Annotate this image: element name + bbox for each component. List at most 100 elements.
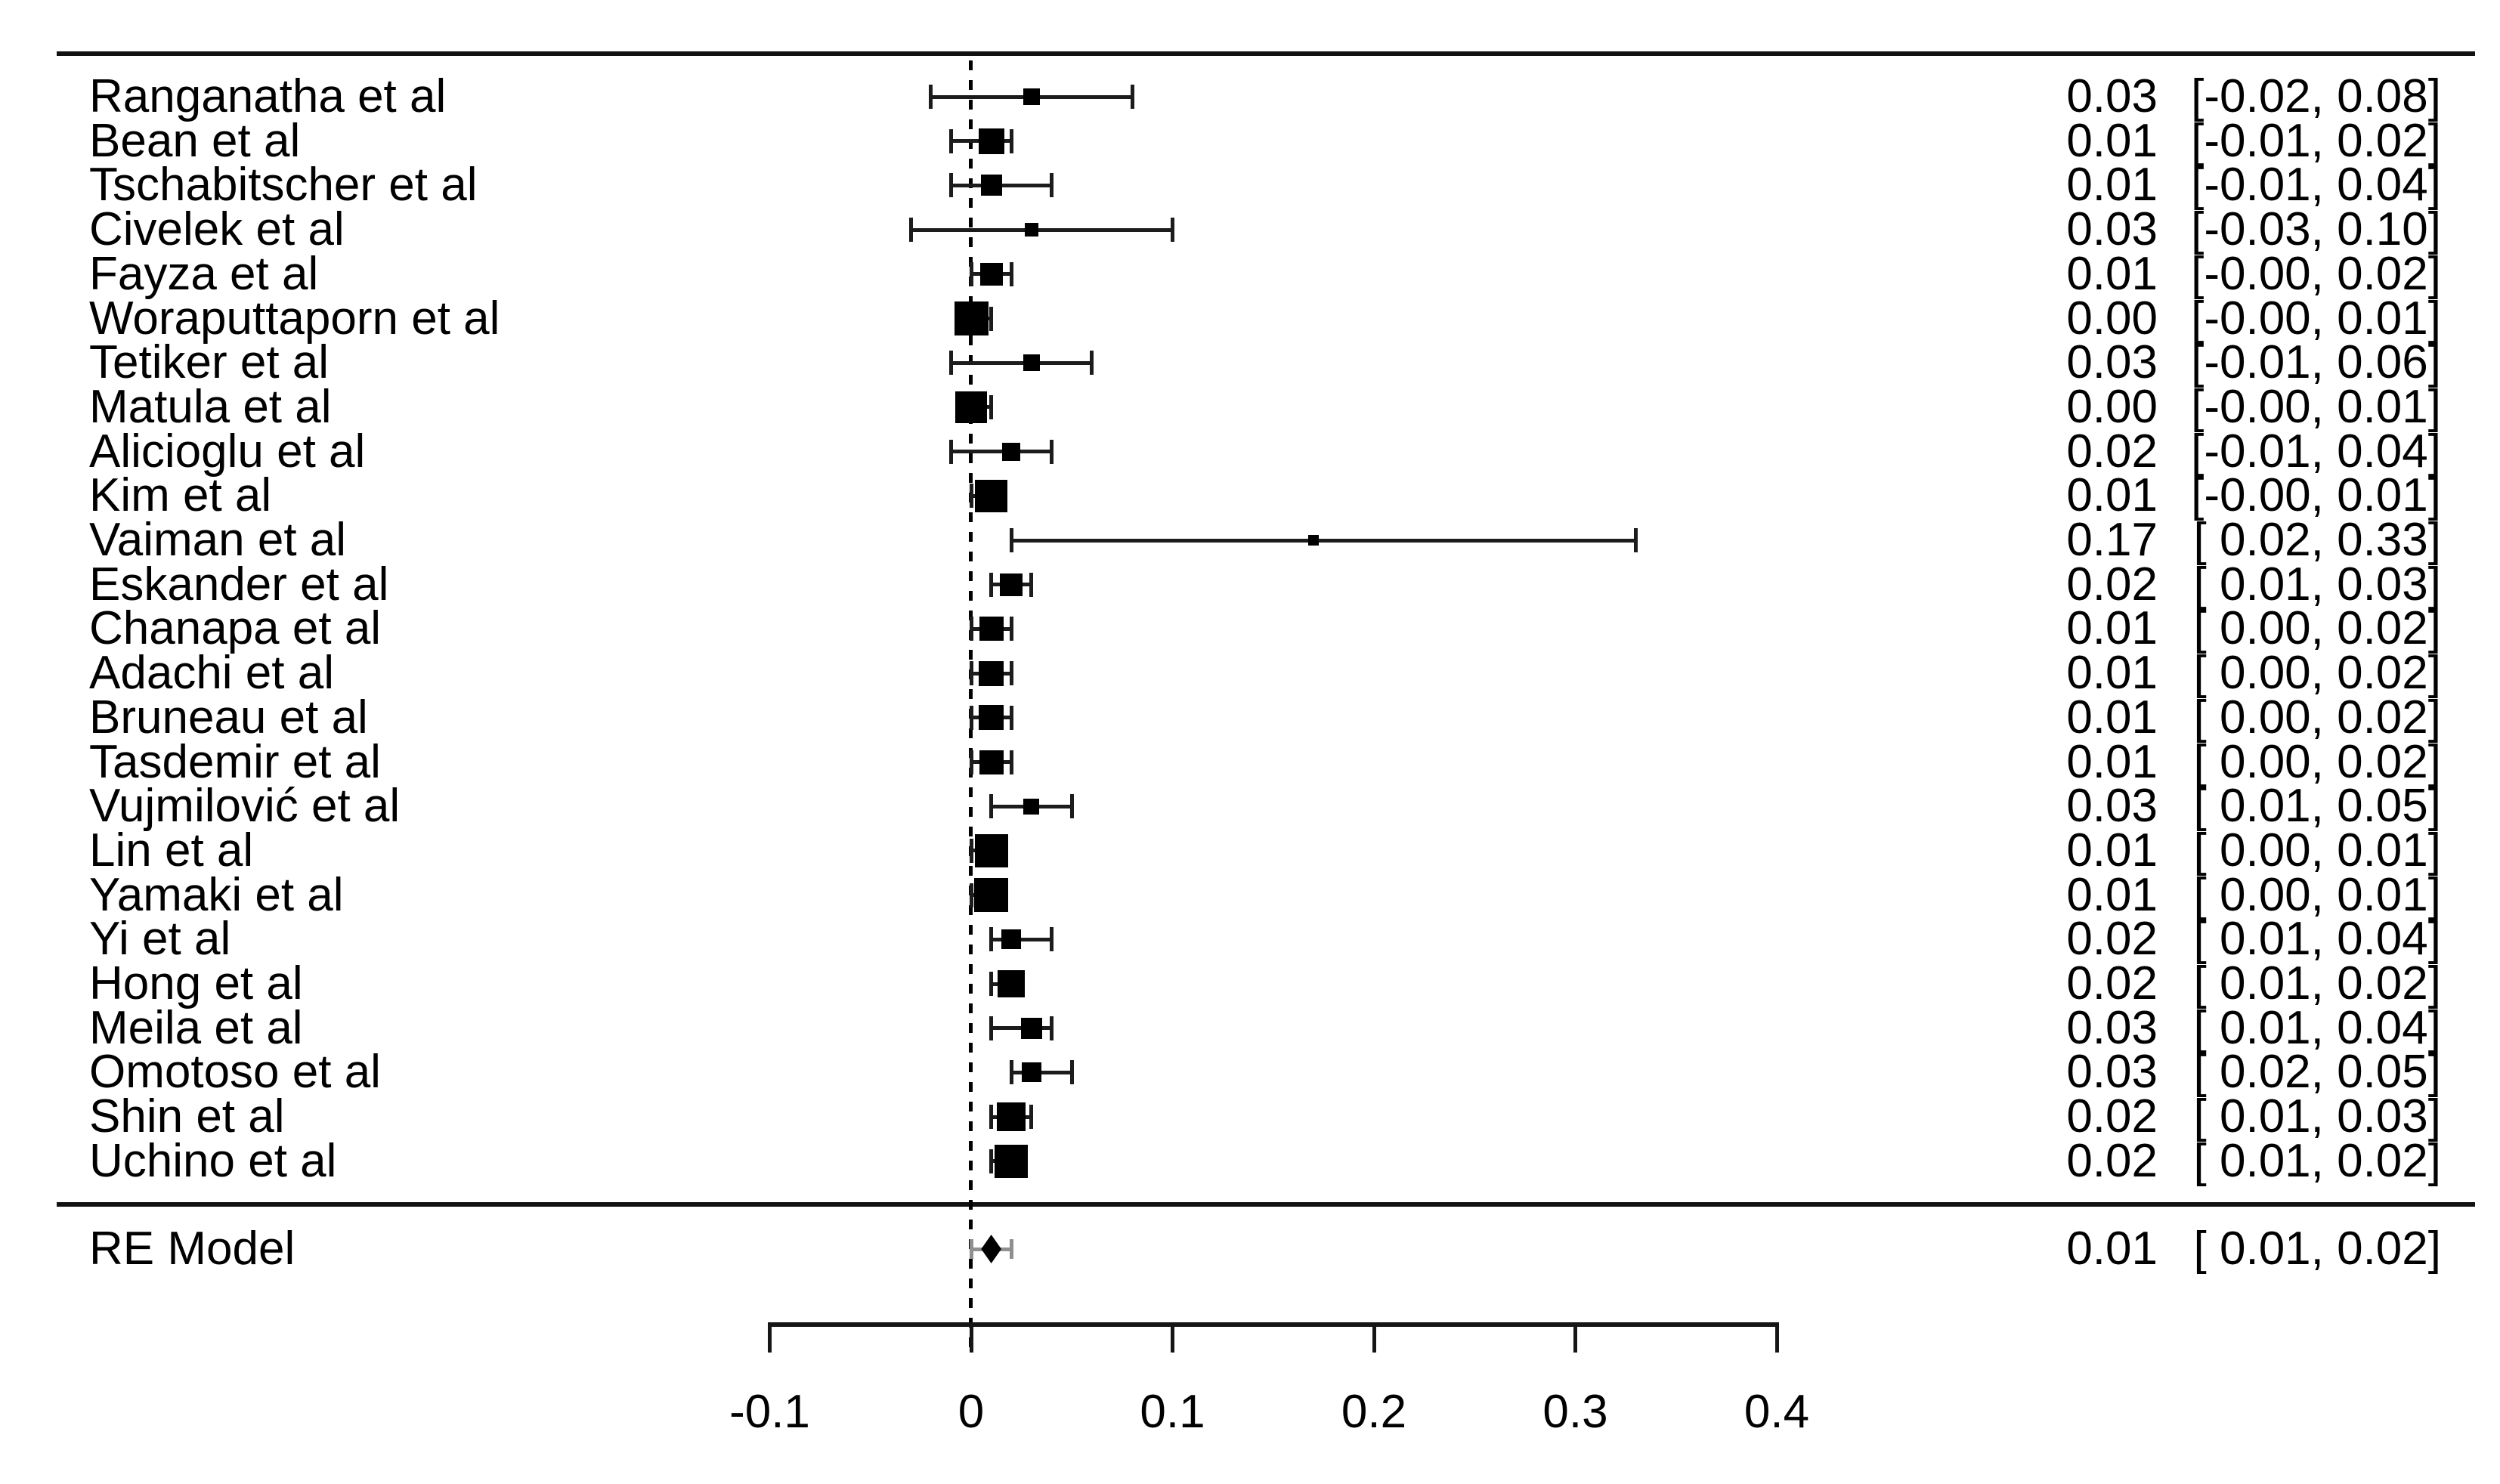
re-interval-cap-left <box>969 1239 973 1259</box>
ci-value: [ 0.00, 0.02] <box>2193 691 2441 744</box>
ci-value: [-0.01, 0.02] <box>2191 114 2441 167</box>
effect-square <box>974 833 1008 867</box>
effect-square <box>1023 88 1040 105</box>
ci-value: [ 0.01, 0.03] <box>2193 558 2441 611</box>
ci-cap-right <box>1009 128 1013 153</box>
ci-value: [ 0.01, 0.02] <box>2193 957 2441 1009</box>
study-label: Tasdemir et al <box>89 735 381 788</box>
estimate-value: 0.17 <box>2066 514 2158 566</box>
study-label: Matula et al <box>89 380 332 433</box>
re-diamond-marker <box>981 1235 1001 1263</box>
ci-cap-right <box>989 306 994 331</box>
effect-square <box>979 705 1004 731</box>
ci-cap-right <box>1130 85 1134 109</box>
estimate-value: 0.03 <box>2066 70 2158 122</box>
ci-cap-right <box>1050 173 1054 198</box>
estimate-value: 0.03 <box>2066 336 2158 389</box>
effect-square <box>1024 223 1038 237</box>
x-axis-tick-label: 0.4 <box>1744 1386 1810 1438</box>
ci-cap-right <box>1009 705 1013 730</box>
ci-cap-right <box>989 394 994 419</box>
ci-line <box>1011 1070 1072 1074</box>
ci-value: [ 0.00, 0.02] <box>2193 735 2441 788</box>
effect-square <box>1023 354 1040 372</box>
ci-line <box>991 937 1052 941</box>
estimate-value: 0.02 <box>2066 1134 2158 1187</box>
middle-rule <box>57 1202 2475 1207</box>
effect-square <box>980 175 1002 196</box>
ci-cap-right <box>1090 351 1094 376</box>
ci-cap-left <box>989 1149 994 1173</box>
effect-square <box>1308 535 1320 546</box>
x-axis-tick-label: 0.1 <box>1140 1386 1205 1438</box>
re-interval-cap-right <box>1009 1239 1013 1259</box>
ci-cap-left <box>948 439 953 464</box>
ci-cap-left <box>969 484 973 509</box>
ci-value: [-0.03, 0.10] <box>2191 203 2441 256</box>
estimate-value: 0.01 <box>2066 824 2158 876</box>
x-axis-tick <box>1774 1322 1779 1353</box>
study-label: Lin et al <box>89 824 254 876</box>
ci-cap-right <box>1069 794 1074 819</box>
study-label: Uchino et al <box>89 1134 337 1187</box>
study-label: Woraputtaporn et al <box>89 292 500 345</box>
estimate-value: 0.02 <box>2066 957 2158 1009</box>
study-label: Adachi et al <box>89 647 334 700</box>
effect-square <box>979 660 1004 686</box>
ci-cap-right <box>1029 572 1034 597</box>
effect-square <box>954 301 989 335</box>
ci-value: [-0.00, 0.01] <box>2191 380 2441 433</box>
ci-value: [ 0.02, 0.05] <box>2193 1046 2441 1099</box>
ci-cap-right <box>1050 439 1054 464</box>
ci-value: [ 0.01, 0.04] <box>2193 913 2441 966</box>
ci-cap-right <box>1050 927 1054 952</box>
effect-square <box>998 970 1026 997</box>
ci-value: [ 0.01, 0.02] <box>2193 1134 2441 1187</box>
estimate-value: 0.02 <box>2066 1090 2158 1143</box>
ci-line <box>951 450 1052 454</box>
study-label: Tetiker et al <box>89 336 330 389</box>
ci-cap-left <box>948 173 953 198</box>
ci-cap-right <box>1029 1105 1034 1130</box>
effect-square <box>979 617 1004 642</box>
estimate-value: 0.01 <box>2066 735 2158 788</box>
effect-square <box>1023 798 1040 815</box>
study-label: Shin et al <box>89 1090 285 1143</box>
ci-value: [ 0.01, 0.04] <box>2193 1001 2441 1054</box>
ci-cap-right <box>1009 661 1013 686</box>
study-label: Bean et al <box>89 114 301 167</box>
ci-cap-left <box>948 128 953 153</box>
study-label: Chanapa et al <box>89 602 382 655</box>
ci-value: [-0.02, 0.08] <box>2191 70 2441 122</box>
x-axis-tick <box>768 1322 772 1353</box>
estimate-value: 0.01 <box>2066 114 2158 167</box>
ci-cap-left <box>969 750 973 774</box>
estimate-value: 0.03 <box>2066 203 2158 256</box>
study-label: Civelek et al <box>89 203 345 256</box>
ci-value: [-0.01, 0.06] <box>2191 336 2441 389</box>
estimate-value: 0.02 <box>2066 558 2158 611</box>
x-axis-tick-label: 0 <box>958 1386 985 1438</box>
ci-cap-left <box>989 927 994 952</box>
effect-square <box>1021 1062 1041 1083</box>
estimate-value: 0.00 <box>2066 292 2158 345</box>
study-label: Bruneau et al <box>89 691 368 744</box>
re-estimate-value: 0.01 <box>2066 1223 2158 1275</box>
ci-cap-left <box>989 972 994 996</box>
estimate-value: 0.01 <box>2066 602 2158 655</box>
ci-value: [-0.00, 0.01] <box>2191 469 2441 522</box>
x-axis-tick <box>1171 1322 1174 1353</box>
estimate-value: 0.01 <box>2066 247 2158 300</box>
ci-cap-right <box>1069 1060 1074 1085</box>
study-label: Vujmilović et al <box>89 780 401 833</box>
ci-line <box>1011 538 1636 543</box>
ci-line <box>911 227 1173 232</box>
effect-square <box>995 1144 1029 1178</box>
effect-square <box>955 391 987 423</box>
re-model-label: RE Model <box>89 1223 295 1275</box>
study-label: Yi et al <box>89 913 231 966</box>
ci-cap-right <box>1633 528 1638 552</box>
estimate-value: 0.02 <box>2066 425 2158 478</box>
ci-cap-left <box>1009 528 1013 552</box>
